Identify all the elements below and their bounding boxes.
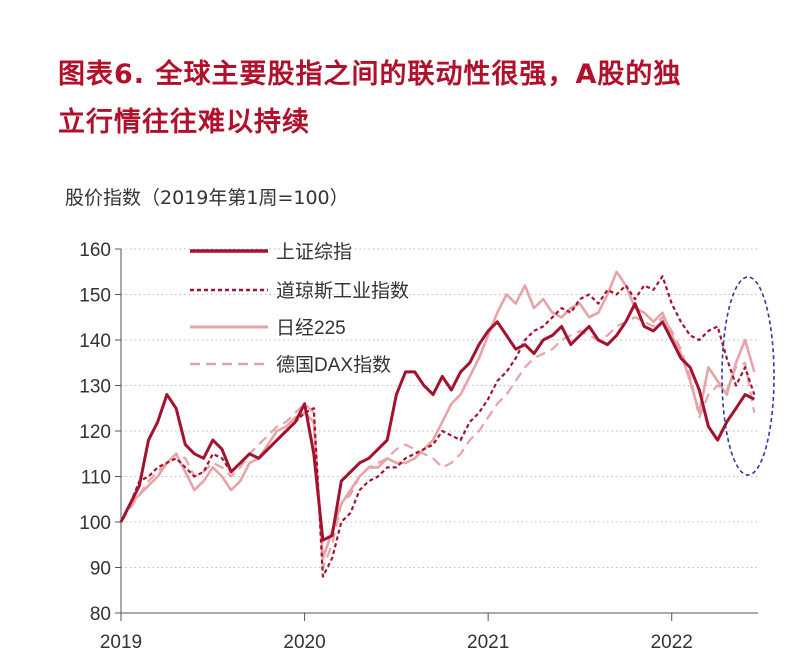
x-tick-label: 2019 (100, 632, 142, 653)
y-tick-label: 150 (79, 286, 111, 307)
series-line-3 (119, 270, 756, 560)
series-line-1 (119, 302, 755, 542)
legend-label: 上证综指 (276, 241, 352, 263)
x-tick-label: 2020 (283, 632, 325, 653)
y-tick-label: 140 (79, 331, 111, 352)
y-tick-label: 80 (90, 604, 111, 625)
y-tick-label: 100 (79, 513, 111, 534)
y-tick-label: 120 (79, 422, 111, 443)
y-axis-ticks: 80 90 100 110 120 130 140 150 160 (79, 240, 122, 625)
y-tick-label: 90 (90, 559, 111, 580)
series-lines (119, 270, 756, 578)
highlight-ellipse (721, 276, 775, 476)
gridlines (121, 248, 758, 568)
legend-label: 日经225 (276, 317, 346, 339)
y-tick-label: 160 (79, 240, 111, 261)
series-line-2 (120, 275, 756, 578)
x-tick-label: 2022 (651, 632, 693, 653)
y-axis-label: 股价指数（2019年第1周=100） (65, 187, 349, 209)
legend-label: 德国DAX指数 (276, 354, 391, 376)
series-line-4 (120, 316, 756, 569)
annotation-layer (721, 276, 775, 476)
x-axis: 2019 2020 2021 2022 (100, 612, 758, 653)
x-tick-label: 2021 (467, 632, 509, 653)
legend-label: 道琼斯工业指数 (276, 280, 409, 302)
chart-title-line2: 立行情往往难以持续 (58, 107, 310, 138)
y-tick-label: 110 (81, 468, 111, 489)
y-tick-label: 130 (79, 377, 111, 398)
chart-title-line1: 图表6. 全球主要股指之间的联动性很强，A股的独 (58, 59, 682, 90)
